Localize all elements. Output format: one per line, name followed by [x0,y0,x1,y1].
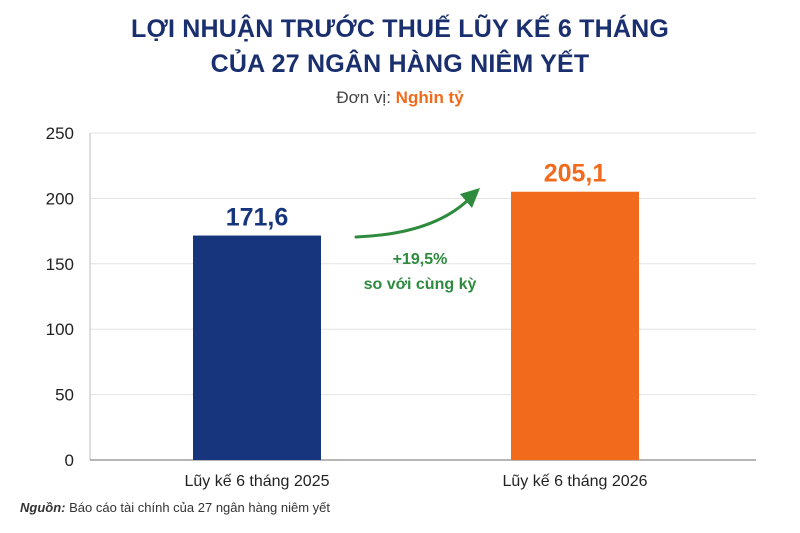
y-tick-label: 0 [65,451,74,470]
source-label: Nguồn: [20,500,66,515]
chart-title-line2: CỦA 27 NGÂN HÀNG NIÊM YẾT [210,50,590,78]
data-label-2: 205,1 [544,160,607,188]
bar-2 [511,191,639,461]
growth-caption: so với cùng kỳ [364,276,477,293]
y-tick-label: 100 [46,320,74,339]
category-label-1: Lũy kế 6 tháng 2025 [184,473,329,490]
chart-title-line1: LỢI NHUẬN TRƯỚC THUẾ LŨY KẾ 6 THÁNG [131,15,669,43]
source-text: Báo cáo tài chính của 27 ngân hàng niêm … [69,500,331,515]
unit-label: Đơn vị: [336,88,391,107]
y-tick-label: 150 [46,255,74,274]
bar-chart: 0 50 100 150 200 250 171,6 Lũy kế 6 tháng 2025 2… [46,124,756,490]
data-label-1: 171,6 [226,204,289,232]
category-label-2: Lũy kế 6 tháng 2026 [502,473,647,490]
growth-percent: +19,5% [393,251,448,268]
y-tick-label: 250 [46,124,74,143]
bar-1 [193,235,321,460]
growth-arrow-line [354,198,470,239]
unit-line: Đơn vị: Nghìn tỷ [0,88,800,108]
y-tick-label: 200 [46,189,74,208]
growth-arrowhead-icon [460,188,480,208]
source-note: Nguồn: Báo cáo tài chính của 27 ngân hàn… [20,500,330,515]
y-tick-label: 50 [55,386,74,405]
unit-value: Nghìn tỷ [395,88,464,107]
